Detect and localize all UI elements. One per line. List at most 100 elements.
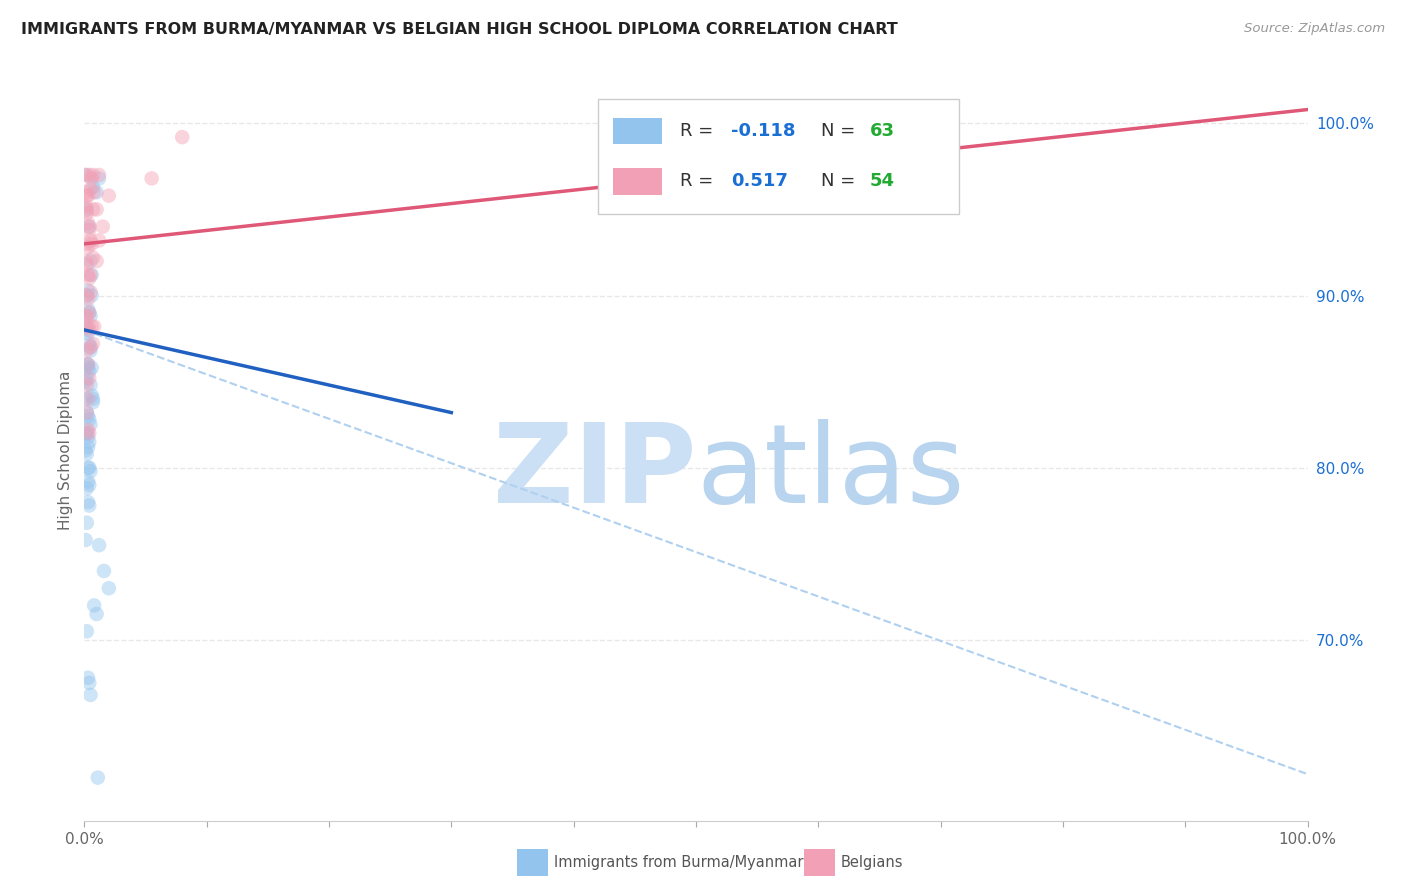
Point (79, 417, 101, 432)
Point (76, 624, 98, 639)
Point (79, 464, 101, 478)
Point (77, 392, 100, 406)
Point (79, 285, 101, 299)
Point (83, 319, 105, 334)
Point (77, 409, 100, 423)
Point (75, 392, 97, 406)
Point (82, 202, 104, 217)
Point (80, 360, 103, 375)
Point (77, 423, 100, 437)
Point (79, 343, 101, 358)
Point (77, 216, 100, 230)
Point (79, 254, 101, 268)
Point (172, 130, 194, 145)
Point (87, 171, 110, 186)
Point (77, 306, 100, 320)
Point (80, 288, 103, 302)
Point (77, 426, 100, 441)
Point (77, 478, 100, 492)
Point (75, 375, 97, 389)
Point (75, 168, 97, 182)
Point (79, 688, 101, 702)
Point (77, 412, 100, 426)
Point (82, 395, 104, 409)
Point (87, 771, 110, 785)
Point (79, 182, 101, 196)
Point (77, 440, 100, 454)
Text: IMMIGRANTS FROM BURMA/MYANMAR VS BELGIAN HIGH SCHOOL DIPLOMA CORRELATION CHART: IMMIGRANTS FROM BURMA/MYANMAR VS BELGIAN… (21, 22, 898, 37)
Point (77, 219, 100, 234)
Point (76, 206, 98, 220)
Point (76, 258, 98, 272)
Point (77, 168, 100, 182)
Point (76, 516, 98, 530)
Point (77, 271, 100, 285)
Point (75, 202, 97, 217)
Point (76, 357, 98, 371)
Point (77, 223, 100, 237)
Point (77, 371, 100, 385)
Point (79, 340, 101, 354)
Point (79, 234, 101, 248)
Point (77, 360, 100, 375)
Point (77, 357, 100, 371)
Point (76, 323, 98, 337)
Point (76, 406, 98, 420)
Point (76, 202, 98, 217)
Point (75, 168, 97, 182)
Point (77, 434, 100, 449)
Point (76, 371, 98, 385)
Point (76, 185, 98, 199)
Point (75, 443, 97, 458)
FancyBboxPatch shape (613, 118, 662, 145)
Text: Source: ZipAtlas.com: Source: ZipAtlas.com (1244, 22, 1385, 36)
Point (77, 430, 100, 444)
Point (87, 168, 110, 182)
Point (76, 236, 98, 251)
Point (86, 185, 108, 199)
Point (86, 202, 108, 217)
Point (76, 309, 98, 323)
Point (93, 564, 115, 578)
Point (80, 388, 103, 402)
Text: R =: R = (681, 122, 718, 140)
Point (76, 288, 98, 302)
FancyBboxPatch shape (613, 168, 662, 194)
Point (75, 533, 97, 547)
Point (75, 309, 97, 323)
Point (82, 180, 104, 194)
Point (97, 188, 120, 202)
Point (82, 168, 104, 182)
Point (77, 326, 100, 341)
Text: 0.517: 0.517 (731, 172, 789, 190)
Point (77, 460, 100, 475)
Point (77, 283, 100, 297)
Point (77, 306, 100, 320)
Point (80, 268, 103, 282)
Point (77, 188, 100, 202)
Point (77, 364, 100, 378)
Point (76, 426, 98, 441)
Point (77, 676, 100, 690)
Text: atlas: atlas (696, 419, 965, 526)
Point (82, 251, 104, 265)
Point (87, 538, 110, 552)
Point (82, 336, 104, 351)
Text: N =: N = (821, 172, 860, 190)
Point (77, 302, 100, 317)
Point (77, 336, 100, 351)
Point (77, 319, 100, 334)
Point (77, 475, 100, 489)
Text: Immigrants from Burma/Myanmar: Immigrants from Burma/Myanmar (554, 855, 803, 870)
Point (83, 185, 105, 199)
Point (80, 319, 103, 334)
Y-axis label: High School Diploma: High School Diploma (58, 371, 73, 530)
Text: N =: N = (821, 122, 860, 140)
Point (86, 254, 108, 268)
Point (80, 236, 103, 251)
Text: 54: 54 (870, 172, 894, 190)
Point (77, 240, 100, 254)
Point (77, 499, 100, 513)
Point (77, 460, 100, 475)
Point (79, 340, 101, 354)
